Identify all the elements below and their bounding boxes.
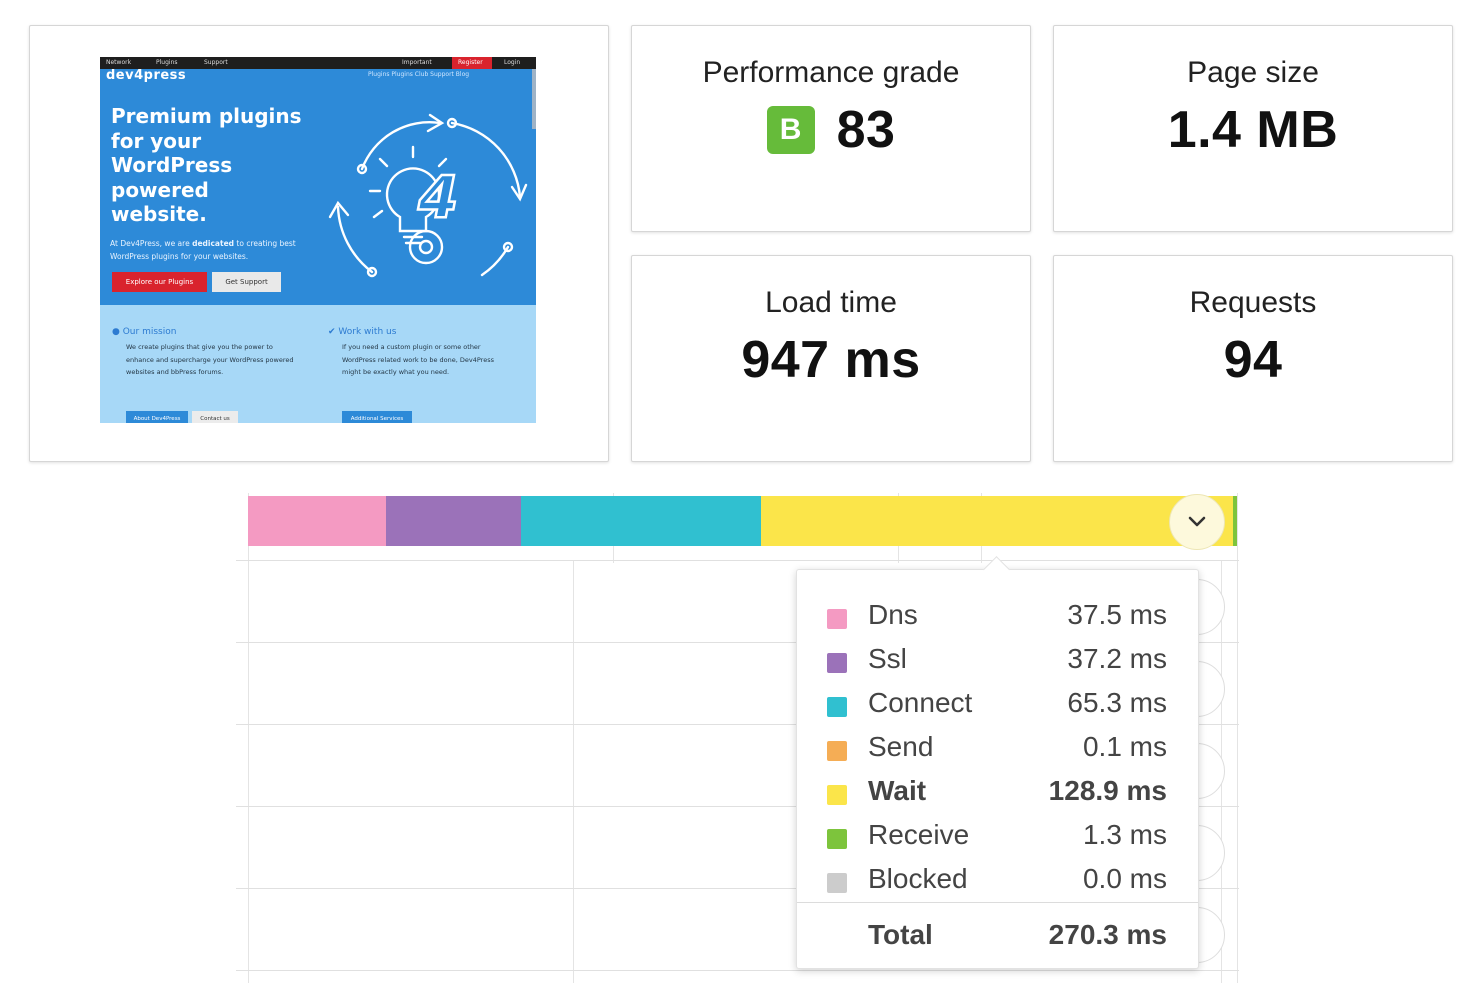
timing-name: Dns xyxy=(868,599,918,630)
timing-total-value: 270.3 ms xyxy=(1048,919,1167,950)
timing-value: 1.3 ms xyxy=(1082,819,1167,850)
tooltip-divider xyxy=(797,902,1198,903)
timing-row-wait: Wait 128.9 ms xyxy=(827,775,1167,819)
requests-card: Requests 94 xyxy=(1053,255,1453,462)
timing-name: Blocked xyxy=(868,863,968,894)
page-screenshot: Network Plugins Support Important Regist… xyxy=(100,57,536,423)
row-divider xyxy=(236,560,1239,561)
timing-total-row: Total 270.3 ms xyxy=(827,919,1167,963)
preview-contact-button: Contact us xyxy=(192,411,238,423)
timing-segment-ssl[interactable] xyxy=(386,496,521,546)
preview-mission-title: Our mission xyxy=(122,327,177,337)
preview-hero-text-start: At Dev4Press, we are xyxy=(110,239,193,248)
timing-name: Connect xyxy=(868,687,973,718)
load-time-card: Load time 947 ms xyxy=(631,255,1031,462)
timing-row-dns: Dns 37.5 ms xyxy=(827,599,1167,643)
expand-row-button[interactable] xyxy=(1169,494,1225,550)
preview-work-text: If you need a custom plugin or some othe… xyxy=(342,343,494,376)
preview-login-item: Login xyxy=(504,59,521,66)
screenshot-preview-card: Network Plugins Support Important Regist… xyxy=(29,25,609,462)
preview-about-button: About Dev4Press xyxy=(126,411,188,423)
preview-lower-section xyxy=(100,305,536,423)
preview-mission-text: We create plugins that give you the powe… xyxy=(126,343,294,376)
timing-value: 128.9 ms xyxy=(1048,775,1167,806)
performance-grade-card: Performance grade B 83 xyxy=(631,25,1031,232)
grade-badge: B xyxy=(766,106,815,154)
row-divider xyxy=(236,724,1239,725)
grid-line xyxy=(248,493,249,983)
timing-name: Wait xyxy=(868,775,927,806)
load-time-value: 947 ms xyxy=(741,331,921,389)
timing-segment-connect[interactable] xyxy=(521,496,761,546)
timing-value: 0.0 ms xyxy=(1082,863,1167,894)
requests-value: 94 xyxy=(1223,331,1283,389)
preview-services-button: Additional Services xyxy=(342,411,412,423)
preview-work-heading: ✔ Work with us xyxy=(328,327,397,337)
preview-support-button: Get Support xyxy=(212,272,281,292)
preview-network-item: Network xyxy=(106,59,132,66)
timing-color-swatch xyxy=(827,829,847,849)
preview-logo: dev4press xyxy=(106,68,187,83)
performance-grade-label: Performance grade xyxy=(702,56,960,89)
preview-scrollbar xyxy=(532,69,536,129)
timing-breakdown-tooltip: Dns 37.5 ms Ssl 37.2 ms Connect 65.3 ms Send 0.… xyxy=(796,556,1199,969)
page-size-card: Page size 1.4 MB xyxy=(1053,25,1453,232)
preview-navbar xyxy=(100,69,536,85)
preview-hero-text-bold: dedicated xyxy=(192,239,235,248)
timing-name: Receive xyxy=(868,819,970,850)
performance-score: 83 xyxy=(836,101,896,159)
timing-row-blocked: Blocked 0.0 ms xyxy=(827,863,1167,907)
row-divider xyxy=(236,642,1239,643)
preview-mission-heading: ● Our mission xyxy=(112,327,177,337)
preview-hero-title: Premium plugins for your WordPress power… xyxy=(111,104,302,226)
timing-value: 37.2 ms xyxy=(1067,643,1167,674)
timing-value: 37.5 ms xyxy=(1067,599,1167,630)
page-size-label: Page size xyxy=(1187,56,1319,89)
preview-support-item: Support xyxy=(204,59,228,66)
timing-total-label: Total xyxy=(868,919,933,950)
timing-row-connect: Connect 65.3 ms xyxy=(827,687,1167,731)
timing-segment-receive[interactable] xyxy=(1233,496,1237,546)
timing-name: Ssl xyxy=(868,643,907,674)
timing-value: 65.3 ms xyxy=(1067,687,1167,718)
preview-important-item: Important xyxy=(402,59,432,66)
preview-plugins-item: Plugins xyxy=(156,59,178,66)
preview-register-item: Register xyxy=(458,59,483,66)
timing-segment-dns[interactable] xyxy=(248,496,386,546)
timing-row-send: Send 0.1 ms xyxy=(827,731,1167,775)
preview-hero-text-end: to creating best WordPress plugins for y… xyxy=(110,239,296,261)
timing-color-swatch xyxy=(827,609,847,629)
svg-text:4: 4 xyxy=(417,163,458,231)
preview-nav-links: Plugins Plugins Club Support Blog xyxy=(368,71,470,78)
timing-segment-wait[interactable] xyxy=(761,496,1233,546)
load-time-label: Load time xyxy=(765,286,897,319)
row-divider xyxy=(236,888,1239,889)
row-divider xyxy=(236,970,1239,971)
requests-label: Requests xyxy=(1189,286,1317,319)
timing-name: Send xyxy=(868,731,934,762)
grid-line xyxy=(573,561,574,983)
preview-hero-text: At Dev4Press, we are dedicated to creati… xyxy=(110,237,310,263)
preview-register-highlight xyxy=(452,57,492,69)
timing-color-swatch xyxy=(827,785,847,805)
timing-value: 0.1 ms xyxy=(1082,731,1167,762)
chevron-down-icon xyxy=(1188,516,1206,527)
preview-work-title: Work with us xyxy=(338,327,397,337)
preview-admin-bar: Network Plugins Support Important Regist… xyxy=(100,57,536,69)
timing-color-swatch xyxy=(827,741,847,761)
timing-color-swatch xyxy=(827,653,847,673)
timing-color-swatch xyxy=(827,697,847,717)
lightbulb-gear-illustration: 4 xyxy=(328,113,528,278)
waterfall-chart xyxy=(236,493,1239,983)
timing-row-ssl: Ssl 37.2 ms xyxy=(827,643,1167,687)
page-size-value: 1.4 MB xyxy=(1167,101,1339,159)
timing-color-swatch xyxy=(827,873,847,893)
preview-explore-button: Explore our Plugins xyxy=(112,272,207,292)
timing-row-receive: Receive 1.3 ms xyxy=(827,819,1167,863)
performance-grade-value: B 83 xyxy=(632,100,1030,160)
row-divider xyxy=(236,806,1239,807)
grid-line xyxy=(1237,493,1238,983)
